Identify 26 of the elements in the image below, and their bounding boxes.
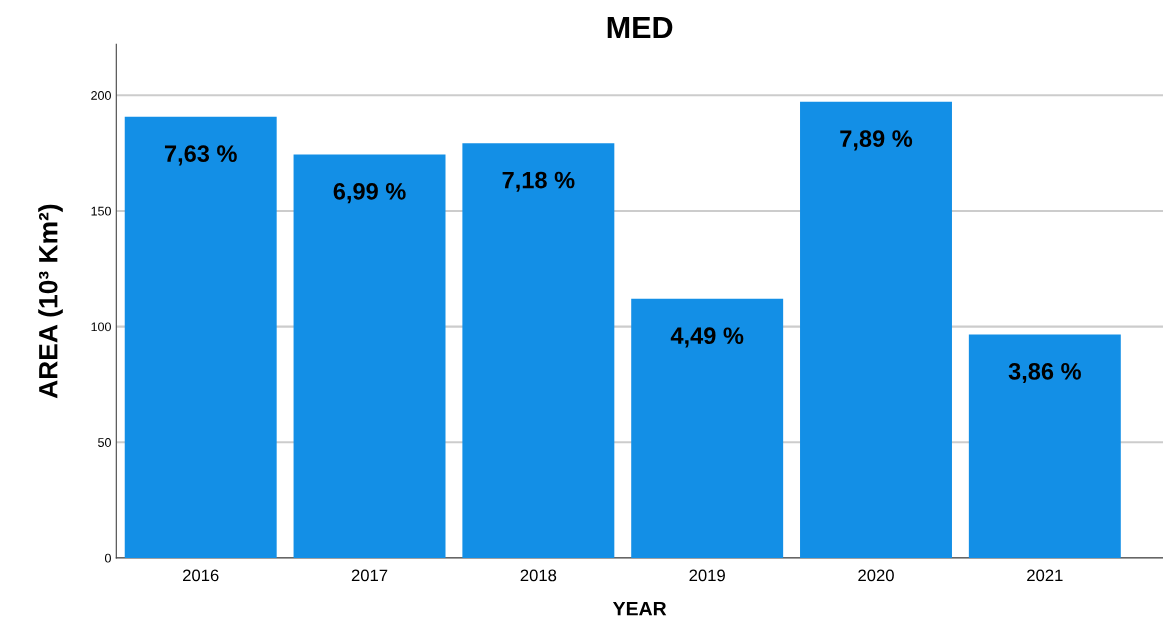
y-tick-label: 50 [98, 438, 111, 447]
x-axis-title: YEAR [612, 601, 667, 616]
x-tick-label: 2019 [689, 569, 725, 582]
x-tick-label: 2016 [183, 569, 219, 582]
y-tick-label: 0 [104, 553, 111, 563]
annotation: 3,86 % [1008, 362, 1081, 384]
x-tick-label: 2020 [858, 569, 894, 582]
annotation: 4,49 % [670, 327, 744, 348]
bar [462, 143, 615, 558]
annotation: 7,18 % [502, 171, 575, 192]
x-tick-label: 2017 [351, 569, 388, 582]
y-tick-label: 100 [91, 322, 111, 332]
bar [293, 154, 446, 558]
bar [968, 334, 1121, 558]
x-tick-label: 2021 [1027, 569, 1063, 582]
bar [800, 101, 952, 558]
chart-title: MED [607, 17, 673, 39]
annotation: 7,63 % [164, 145, 237, 166]
y-axis-title: AREA (10³ Km²) [38, 204, 63, 399]
bar [631, 298, 784, 558]
bar [124, 116, 277, 558]
annotation: 6,99 % [333, 183, 406, 204]
x-tick-label: 2018 [520, 569, 557, 582]
y-tick-label: 200 [91, 91, 111, 100]
y-tick-label: 150 [91, 206, 111, 216]
annotation: 7,89 % [840, 130, 913, 151]
